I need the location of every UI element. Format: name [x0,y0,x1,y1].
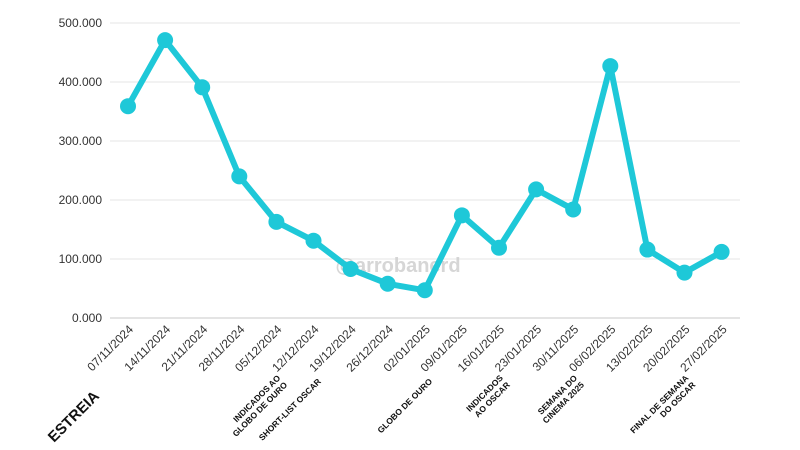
watermark: @arrobanerd [335,255,460,277]
event-label: FINAL DE SEMANADO OSCAR [628,373,697,442]
data-point [268,213,285,230]
data-point [342,261,359,278]
data-points [120,32,730,299]
data-point [194,79,211,96]
data-point [676,264,693,281]
data-point [528,181,545,198]
data-point [491,239,507,256]
event-label: GLOBO DE OURO [375,376,434,435]
y-tick-label: 300.000 [59,134,103,148]
y-tick-label: 500.000 [59,16,103,30]
data-point [713,243,730,260]
y-tick-label: 100.000 [59,252,103,266]
data-point [453,207,470,224]
series-line [125,37,725,294]
y-tick-label: 0.000 [72,311,102,325]
y-axis-ticks: 0.000 100.000 200.000 300.000 400.000 500.000 [59,16,103,325]
y-tick-label: 400.000 [59,75,103,89]
event-label: INDICADOS AOGLOBO DE OURO [224,373,290,439]
data-point [602,58,619,75]
data-point [157,32,174,49]
y-tick-label: 200.000 [59,193,103,207]
event-label: SEMANA DOCINEMA 2025 [534,373,587,426]
x-axis-ticks: 07/11/202414/11/202421/11/202428/11/2024… [84,322,730,375]
event-label: ESTREIA [45,388,103,446]
data-point [416,282,433,299]
data-point [565,201,582,218]
data-point [231,168,248,185]
data-point [379,275,396,292]
data-point [120,98,136,115]
data-point [639,241,656,258]
data-point [305,232,322,249]
event-annotations: ESTREIA INDICADOS AOGLOBO DE OUROSHORT-LI… [45,373,698,446]
event-label: INDICADOSAO OSCAR [464,373,512,421]
grid [110,22,740,319]
series [125,37,725,294]
